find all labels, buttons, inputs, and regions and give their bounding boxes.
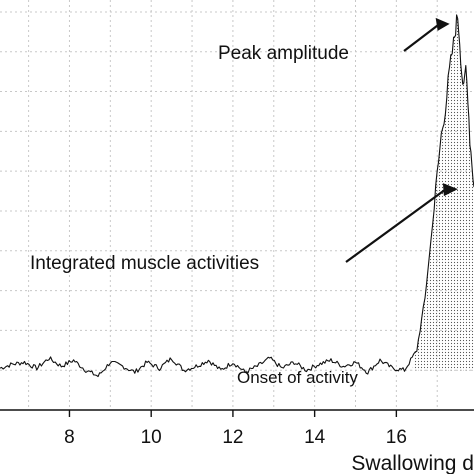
- x-tick-label: 14: [304, 427, 326, 448]
- onset-of-activity-label: Onset of activity: [237, 368, 358, 387]
- peak-amplitude-arrowhead: [435, 17, 450, 31]
- emg-signal-line: [0, 14, 474, 378]
- x-axis-ticks: 8 10 12 14 16: [64, 410, 407, 448]
- integrated-activities-arrow: [345, 188, 447, 263]
- x-tick-label: 8: [64, 427, 75, 448]
- x-tick-label: 12: [222, 427, 243, 448]
- integrated-activities-arrowhead: [442, 183, 458, 197]
- x-tick-label: 16: [386, 427, 407, 448]
- integrated-activities-label: Integrated muscle activities: [30, 253, 259, 274]
- peak-amplitude-label: Peak amplitude: [218, 43, 349, 64]
- x-tick-label: 10: [141, 427, 162, 448]
- x-axis-label: Swallowing d: [351, 452, 474, 474]
- peak-amplitude-arrow: [403, 23, 441, 52]
- grid-lines: [0, 0, 474, 410]
- integrated-activity-area: [412, 14, 474, 371]
